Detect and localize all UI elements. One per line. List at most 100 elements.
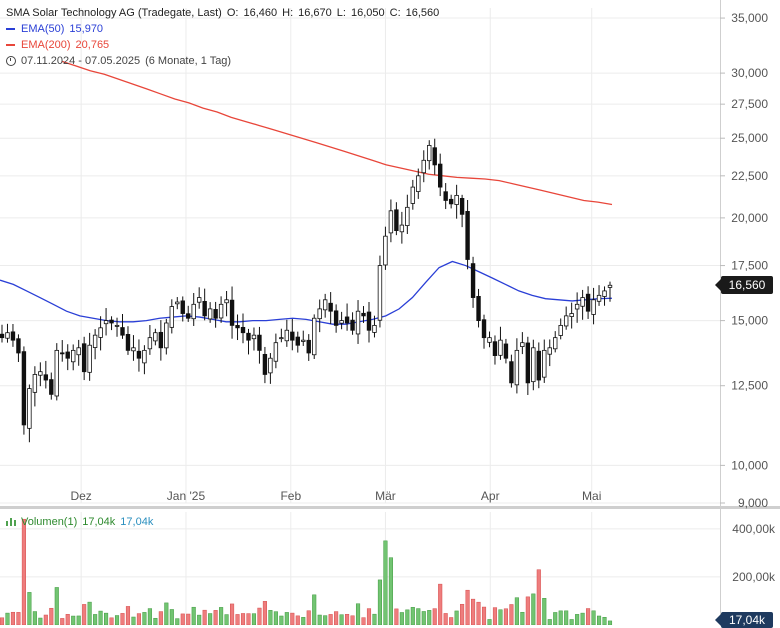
bars-icon [6, 518, 16, 526]
candle-body [65, 351, 70, 359]
candle-body [520, 342, 525, 347]
volume-bar [607, 620, 613, 625]
candle-body [120, 327, 125, 336]
y-tick-label: 30,000 [731, 66, 768, 80]
volume-bar [520, 611, 525, 625]
candle-body [459, 198, 465, 215]
volume-bar [372, 613, 377, 625]
volume-bar [284, 612, 289, 625]
candle-body [361, 312, 366, 317]
period: (6 Monate, 1 Tag) [145, 55, 232, 67]
volume-bar [383, 540, 388, 625]
candle-body [405, 206, 410, 226]
candle-body [257, 334, 262, 351]
volume-value-green: 17,04k [82, 516, 116, 528]
y-tick-label: 20,000 [731, 211, 768, 225]
volume-bar [202, 609, 207, 625]
volume-bar [569, 619, 574, 625]
volume-bar [460, 603, 465, 625]
ohlc-low-label: L: [336, 7, 346, 19]
volume-bar [306, 610, 311, 625]
candle-body [60, 352, 65, 355]
candle-body [251, 334, 257, 340]
candle-body [350, 319, 355, 331]
candle-body [21, 351, 27, 426]
candle-body [312, 317, 317, 356]
volume-bar [175, 618, 180, 625]
candle-body [306, 339, 311, 354]
candle-body [514, 349, 520, 386]
volume-bar [509, 604, 514, 625]
volume-bar [481, 606, 487, 625]
volume-bar [438, 583, 443, 625]
volume-bar [142, 612, 147, 625]
candle-body [142, 349, 147, 364]
volume-bar [339, 614, 344, 625]
ema200-value: 20,765 [75, 39, 110, 51]
volume-bar [421, 611, 426, 625]
candle-body [427, 145, 432, 162]
ema200-label: EMA(200) [21, 39, 71, 51]
volume-bar [164, 602, 169, 625]
volume-bar [60, 618, 65, 625]
ema200-series [61, 60, 613, 206]
candle-body [394, 209, 399, 232]
candle-body [563, 315, 569, 327]
ohlc-low: 16,050 [350, 7, 385, 19]
volume-bar [542, 598, 547, 625]
volume-bar [443, 613, 448, 625]
volume-bar [350, 615, 355, 625]
volume-bar [197, 614, 202, 625]
volume-bar [492, 607, 498, 625]
candle-body [377, 265, 383, 321]
volume-bar [219, 607, 224, 625]
ohlc-close-label: C: [389, 7, 401, 19]
y-tick-label: 17,500 [731, 259, 768, 273]
candle-body [186, 313, 191, 319]
volume-bar [514, 597, 519, 625]
volume-bar [38, 617, 43, 625]
volume-bar [586, 608, 591, 625]
legend-ema200[interactable]: EMA(200) 20,765 [6, 37, 444, 53]
candle-body [81, 343, 87, 373]
candle-body [383, 235, 388, 266]
candle-body [109, 319, 114, 324]
candle-body [416, 175, 421, 192]
volume-bar [328, 614, 333, 625]
volume-bar [564, 610, 569, 625]
candle-body [98, 327, 103, 338]
volume-bar [591, 610, 596, 625]
candle-body [32, 374, 38, 393]
volume-bar [602, 617, 607, 625]
candle-body [470, 263, 476, 298]
y-tick-label: 12,500 [731, 379, 768, 393]
volume-tick-label: 200,00k [732, 570, 776, 584]
ema50-value: 15,970 [69, 23, 104, 35]
candle-body [49, 379, 54, 395]
candle-body [322, 299, 328, 311]
volume-bar [76, 615, 81, 625]
last-price-tag: 16,560 [715, 276, 773, 294]
candle-body [372, 324, 377, 333]
candle-body [191, 303, 196, 320]
volume-bar [136, 613, 141, 625]
candle-body [229, 299, 235, 326]
volume-bar [16, 612, 21, 625]
volume-bar [82, 604, 87, 625]
candle-body [574, 303, 580, 310]
candle-body [454, 194, 459, 205]
y-tick-label: 35,000 [731, 11, 768, 25]
candle-body [27, 388, 32, 429]
ema50-line [0, 260, 613, 325]
volume-bar [355, 603, 361, 625]
legend-ema50[interactable]: EMA(50) 15,970 [6, 21, 444, 37]
candle-body [476, 295, 481, 322]
volume-bar [27, 592, 32, 625]
volume-bar [32, 611, 37, 625]
volume-bar [334, 611, 339, 625]
volume-bar [312, 594, 317, 625]
volume-bar [476, 601, 481, 625]
volume-bar [503, 608, 508, 625]
